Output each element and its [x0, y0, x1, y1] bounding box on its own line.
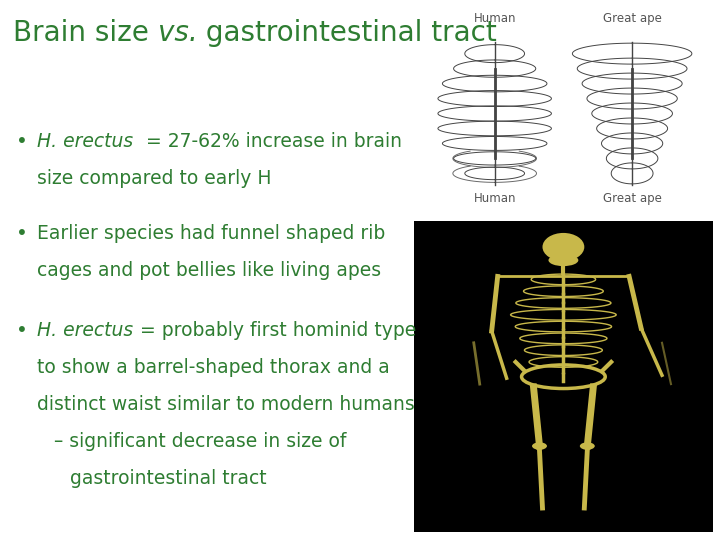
Text: H. erectus: H. erectus — [37, 132, 134, 151]
Text: •: • — [16, 224, 27, 243]
Bar — [414, 221, 713, 532]
Text: gastrointestinal tract: gastrointestinal tract — [70, 469, 266, 488]
Text: = 27-62% increase in brain: = 27-62% increase in brain — [134, 132, 402, 151]
Text: size compared to early H: size compared to early H — [37, 169, 272, 188]
Ellipse shape — [580, 442, 595, 450]
Text: distinct waist similar to modern humans: distinct waist similar to modern humans — [37, 395, 415, 414]
Ellipse shape — [542, 233, 585, 261]
Bar — [414, 5, 713, 213]
Text: •: • — [16, 132, 27, 151]
Text: Earlier species had funnel shaped rib: Earlier species had funnel shaped rib — [37, 224, 386, 243]
Text: Human: Human — [474, 12, 516, 25]
Text: cages and pot bellies like living apes: cages and pot bellies like living apes — [37, 261, 382, 280]
Text: gastrointestinal tract: gastrointestinal tract — [197, 19, 498, 47]
Text: Human: Human — [474, 192, 516, 205]
Text: Brain size: Brain size — [13, 19, 158, 47]
Text: to show a barrel-shaped thorax and a: to show a barrel-shaped thorax and a — [37, 358, 390, 377]
Text: = probably first hominid type: = probably first hominid type — [134, 321, 416, 340]
Text: – significant decrease in size of: – significant decrease in size of — [54, 432, 346, 451]
Text: Great ape: Great ape — [603, 12, 662, 25]
Ellipse shape — [532, 442, 547, 450]
Text: H. erectus: H. erectus — [37, 321, 134, 340]
Text: •: • — [16, 321, 27, 340]
Text: Great ape: Great ape — [603, 192, 662, 205]
Text: vs.: vs. — [158, 19, 197, 47]
Ellipse shape — [549, 254, 578, 266]
